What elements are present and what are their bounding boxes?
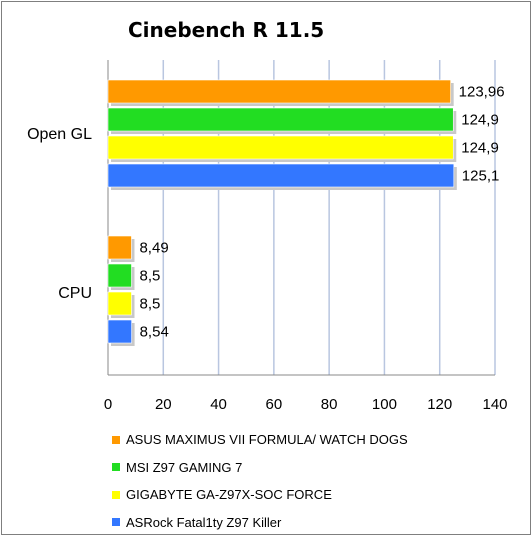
bar: [107, 291, 132, 316]
data-label: 8,49: [139, 240, 168, 257]
x-tick-label: 20: [155, 396, 172, 413]
legend-item: MSI Z97 GAMING 7: [112, 454, 408, 482]
data-label: 125,1: [462, 168, 500, 185]
bar: [107, 107, 454, 132]
bar: [107, 263, 132, 288]
x-tick-label: 140: [482, 396, 507, 413]
legend-swatch: [112, 518, 120, 527]
data-label: 123,96: [459, 84, 505, 101]
bar: [107, 319, 132, 344]
legend-item: GIGABYTE GA-Z97X-SOC FORCE: [112, 481, 408, 509]
data-label: 8,54: [140, 324, 169, 341]
bar: [107, 235, 132, 260]
legend-label: ASUS MAXIMUS VII FORMULA/ WATCH DOGS: [126, 432, 408, 448]
data-label: 124,9: [461, 140, 499, 157]
bar: [107, 79, 451, 104]
data-label: 8,5: [139, 296, 160, 313]
x-tick-label: 80: [321, 396, 338, 413]
bar: [107, 163, 455, 188]
legend-item: ASUS MAXIMUS VII FORMULA/ WATCH DOGS: [112, 426, 408, 454]
category-label: Open GL: [27, 126, 92, 143]
chart-plot: 0 20 40 60 80 100 120 140 Open GL 123,96 124,9 124,…: [27, 60, 508, 413]
legend-swatch: [112, 490, 120, 499]
x-tick-label: 40: [210, 396, 227, 413]
x-tick-label: 120: [427, 396, 452, 413]
legend-swatch: [112, 435, 120, 444]
legend-label: GIGABYTE GA-Z97X-SOC FORCE: [126, 487, 332, 503]
legend-label: ASRock Fatal1ty Z97 Killer: [126, 514, 282, 530]
x-tick-label: 60: [266, 396, 283, 413]
x-tick-label: 100: [372, 396, 397, 413]
x-tick-label: 0: [104, 396, 112, 413]
legend: ASUS MAXIMUS VII FORMULA/ WATCH DOGS MSI…: [112, 426, 408, 536]
legend-swatch: [112, 463, 120, 472]
category-label: CPU: [58, 285, 92, 302]
legend-item: ASRock Fatal1ty Z97 Killer: [112, 509, 408, 536]
chart-title: Cinebench R 11.5: [128, 18, 325, 42]
legend-label: MSI Z97 GAMING 7: [126, 459, 243, 475]
data-label: 124,9: [461, 112, 499, 129]
data-label: 8,5: [139, 268, 160, 285]
bar: [107, 135, 454, 160]
